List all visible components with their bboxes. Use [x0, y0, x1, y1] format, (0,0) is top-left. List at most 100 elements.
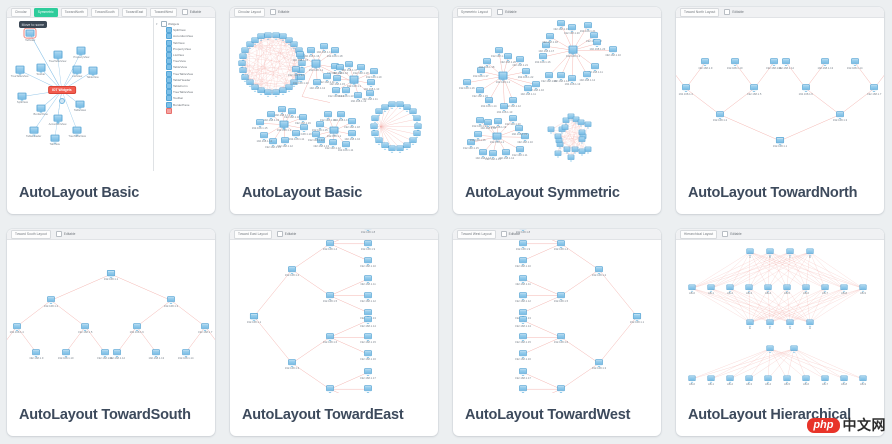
- graph-node[interactable]: [76, 100, 85, 109]
- graph-node[interactable]: [77, 47, 86, 56]
- graph-node[interactable]: [355, 92, 363, 100]
- graph-node[interactable]: [364, 333, 372, 341]
- graph-node[interactable]: [790, 345, 797, 352]
- graph-node[interactable]: [300, 125, 308, 133]
- graph-node[interactable]: [238, 61, 245, 68]
- graph-node[interactable]: [502, 149, 510, 157]
- graph-node[interactable]: [519, 257, 527, 265]
- toolbar-button-1[interactable]: Toward South Layout: [11, 230, 51, 239]
- graph-node[interactable]: [499, 72, 508, 81]
- graph-node[interactable]: [332, 87, 340, 95]
- editable-checkbox[interactable]: Editable: [722, 231, 742, 237]
- graph-node[interactable]: [609, 47, 617, 55]
- graph-node[interactable]: [707, 375, 714, 382]
- graph-node[interactable]: [591, 63, 599, 71]
- graph-node[interactable]: [522, 68, 530, 76]
- graph-node[interactable]: [330, 126, 339, 135]
- editable-checkbox[interactable]: Editable: [182, 9, 202, 15]
- graph-node[interactable]: [519, 317, 527, 325]
- graph-node[interactable]: [555, 133, 562, 140]
- graph-node[interactable]: [364, 309, 372, 317]
- graph-node[interactable]: [821, 285, 828, 292]
- graph-node[interactable]: [716, 111, 724, 119]
- graph-node[interactable]: [584, 121, 591, 128]
- graph-node[interactable]: [81, 323, 89, 331]
- graph-node[interactable]: [568, 24, 576, 32]
- graph-node[interactable]: [133, 323, 141, 331]
- graph-node[interactable]: [265, 89, 272, 96]
- graph-node[interactable]: [746, 249, 753, 256]
- graph-node[interactable]: [308, 47, 316, 55]
- graph-node[interactable]: [368, 80, 376, 88]
- graph-node[interactable]: [348, 131, 356, 139]
- graph-node[interactable]: [73, 66, 82, 75]
- graph-node[interactable]: [545, 72, 553, 80]
- graph-node[interactable]: [519, 333, 527, 341]
- editable-checkbox[interactable]: Editable: [277, 231, 297, 237]
- editable-checkbox[interactable]: Editable: [497, 9, 517, 15]
- toolbar-button-1[interactable]: Toward North Layout: [680, 8, 719, 17]
- graph-node[interactable]: [802, 285, 809, 292]
- graph-node[interactable]: [13, 323, 21, 331]
- graph-node[interactable]: [370, 68, 378, 76]
- graph-node[interactable]: [414, 123, 421, 130]
- graph-node[interactable]: [688, 285, 695, 292]
- graph-node[interactable]: [519, 309, 527, 317]
- graph-node[interactable]: [569, 46, 578, 55]
- graph-node[interactable]: [342, 141, 350, 149]
- graph-node[interactable]: [324, 111, 332, 119]
- graph-node[interactable]: [495, 118, 503, 126]
- graph-node[interactable]: [88, 67, 97, 76]
- graph-node[interactable]: [519, 369, 527, 377]
- graph-node[interactable]: [726, 285, 733, 292]
- graph-node[interactable]: [258, 88, 265, 95]
- graph-node[interactable]: [802, 85, 810, 93]
- graph-node[interactable]: [776, 137, 784, 145]
- graph-node[interactable]: [53, 114, 62, 123]
- graph-node[interactable]: [501, 103, 509, 111]
- graph-node[interactable]: [516, 125, 524, 133]
- graph-node[interactable]: [366, 90, 374, 98]
- graph-node[interactable]: [516, 146, 524, 154]
- graph-node[interactable]: [569, 75, 577, 83]
- graph-node[interactable]: [292, 66, 300, 74]
- graph-node[interactable]: [364, 275, 372, 283]
- graph-node[interactable]: [15, 66, 24, 75]
- graph-node[interactable]: [350, 76, 359, 85]
- graph-node[interactable]: [320, 44, 328, 52]
- toolbar-button-1[interactable]: Toward West Layout: [457, 230, 496, 239]
- editable-checkbox[interactable]: Editable: [56, 231, 76, 237]
- graph-node[interactable]: [53, 51, 62, 60]
- graph-node[interactable]: [731, 59, 739, 67]
- graph-node[interactable]: [281, 137, 289, 145]
- graph-node[interactable]: [578, 120, 585, 127]
- graph-node[interactable]: [783, 375, 790, 382]
- graph-node[interactable]: [701, 59, 709, 67]
- chevron-down-icon[interactable]: ▾: [156, 22, 159, 26]
- graph-node[interactable]: [364, 240, 372, 248]
- graph-node[interactable]: [370, 123, 377, 130]
- graph-node[interactable]: [167, 297, 175, 305]
- graph-node[interactable]: [316, 121, 324, 129]
- graph-node[interactable]: [346, 61, 354, 69]
- graph-node[interactable]: [364, 369, 372, 377]
- graph-node[interactable]: [806, 249, 813, 256]
- graph-node[interactable]: [372, 116, 379, 123]
- graph-node[interactable]: [36, 64, 45, 73]
- graph-node[interactable]: [326, 385, 334, 393]
- toolbar-button-1[interactable]: Circular Layout: [234, 8, 265, 17]
- graph-node[interactable]: [524, 86, 532, 94]
- graph-node[interactable]: [313, 79, 321, 87]
- graph-node[interactable]: [26, 30, 35, 39]
- graph-node[interactable]: [782, 59, 790, 67]
- graph-node[interactable]: [73, 126, 82, 135]
- graph-node[interactable]: [519, 385, 527, 393]
- graph-node[interactable]: [579, 130, 586, 137]
